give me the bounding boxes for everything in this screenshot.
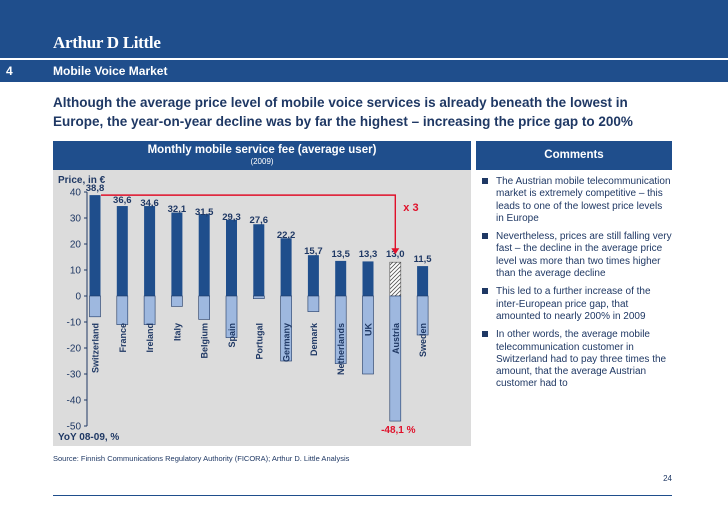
price-bar (362, 261, 374, 296)
category-label: Demark (309, 322, 319, 356)
yoy-bar (280, 295, 292, 362)
y-tick-label: -50 (67, 422, 82, 433)
price-value-label: 38,8 (86, 183, 105, 194)
price-bar (89, 195, 101, 296)
y-tick-label: 40 (70, 188, 82, 199)
price-value-label: 36,6 (113, 195, 132, 206)
price-value-label: 13,3 (359, 249, 378, 260)
y-tick-label: 0 (75, 292, 81, 303)
y-tick-label: -40 (67, 396, 82, 407)
yoy-bar (253, 295, 265, 299)
price-value-label: 13,5 (331, 249, 350, 260)
yoy-bar (389, 295, 402, 422)
bullet-icon (482, 288, 488, 295)
price-bar (116, 206, 128, 296)
comments-header: Comments (476, 141, 672, 170)
category-label: France (118, 323, 128, 353)
chart-header: Monthly mobile service fee (average user… (53, 141, 471, 170)
price-value-label: 13,0 (386, 249, 405, 260)
yoy-bar (89, 295, 101, 318)
price-bar (198, 214, 210, 296)
page-number: 24 (663, 474, 672, 483)
company-logo: Arthur D Little (53, 33, 161, 52)
price-value-label: 27,6 (250, 215, 268, 226)
bullet-icon (482, 178, 488, 184)
category-label: Austria (391, 322, 401, 354)
section-title: Mobile Voice Market (53, 64, 168, 78)
price-value-label: 34,6 (140, 198, 159, 209)
footer-line (53, 495, 672, 496)
price-bar (335, 260, 347, 296)
section-number: 4 (6, 64, 13, 78)
yoy-bar (416, 295, 429, 336)
multiplier-arrowhead (391, 248, 400, 255)
price-value-label: 11,5 (414, 254, 433, 265)
yoy-bar (334, 295, 347, 364)
source-note: Source: Finnish Communications Regulator… (53, 454, 350, 463)
comment-text: Nevertheless, prices are still falling v… (496, 231, 672, 280)
chart-panel: 40 30 20 10 0 -10 -20 -30 -40 -50 Price, in € YoY 0… (53, 170, 471, 446)
yoy-bar (307, 295, 320, 312)
category-label: Netherlands (336, 323, 346, 375)
y-axis-label-bottom: YoY 08-09, % (58, 432, 119, 443)
yoy-bar (116, 295, 129, 325)
page-headline: Although the average price level of mobi… (53, 95, 633, 129)
yoy-bar (362, 295, 374, 375)
price-value-label: 29,3 (222, 212, 241, 223)
comment-item: Nevertheless, prices are still falling v… (476, 231, 672, 280)
y-tick-label: -10 (67, 318, 82, 329)
yoy-bar (171, 295, 183, 307)
category-label: UK (364, 323, 374, 336)
yoy-bar (225, 295, 238, 338)
comment-text: This led to a further increase of the in… (496, 286, 651, 322)
multiplier-bracket (101, 194, 396, 251)
comments-panel: The Austrian mobile telecommunication ma… (476, 170, 672, 446)
category-label: Belgium (200, 323, 210, 359)
y-tick-label: 20 (70, 240, 82, 251)
bullet-icon (482, 331, 488, 338)
price-bar (253, 224, 265, 296)
category-label: Sweden (418, 323, 428, 357)
chart-title: Monthly mobile service fee (average user… (147, 144, 377, 156)
price-bar (226, 219, 237, 296)
bullet-icon (482, 233, 488, 240)
yoy-bar (143, 295, 156, 325)
category-label: Italy (172, 323, 182, 341)
y-axis-label-top: Price, in € (58, 175, 106, 186)
bar-chart: 40 30 20 10 0 -10 -20 -30 -40 -50 Price, in € YoY 0… (58, 175, 433, 443)
section-bar (0, 60, 728, 82)
y-tick-label: 10 (70, 266, 82, 277)
comment-item: The Austrian mobile telecommunication ma… (476, 176, 672, 225)
y-tick-label: -20 (67, 344, 82, 355)
price-value-label: 31,5 (195, 207, 214, 218)
price-bar (144, 206, 156, 296)
comment-item: In other words, the average mobile telec… (476, 329, 672, 390)
category-label: Spain (227, 323, 237, 348)
y-tick-label: 30 (70, 214, 82, 225)
price-value-label: 22,2 (277, 230, 296, 241)
multiplier-label: x 3 (403, 202, 418, 214)
y-tick-label: -30 (67, 370, 82, 381)
category-label: Portugal (254, 323, 264, 360)
header-bar: Arthur D Little (0, 0, 728, 58)
price-bar (171, 212, 183, 296)
yoy-bar (198, 295, 210, 320)
chart-subtitle: (2009) (250, 157, 274, 166)
price-bar (280, 238, 292, 296)
comment-text: In other words, the average mobile telec… (496, 329, 667, 390)
comment-text: The Austrian mobile telecommunication ma… (496, 176, 671, 224)
price-bar (417, 266, 429, 296)
price-value-label: 15,7 (304, 246, 323, 257)
price-bar (307, 255, 319, 296)
decline-label: -48,1 % (381, 425, 416, 436)
category-label: Germany (282, 323, 292, 362)
category-label: Switzerland (91, 323, 101, 373)
comment-item: This led to a further increase of the in… (476, 286, 672, 323)
category-label: Ireland (145, 323, 155, 353)
price-bar (389, 261, 402, 297)
price-value-label: 32,1 (168, 204, 187, 215)
